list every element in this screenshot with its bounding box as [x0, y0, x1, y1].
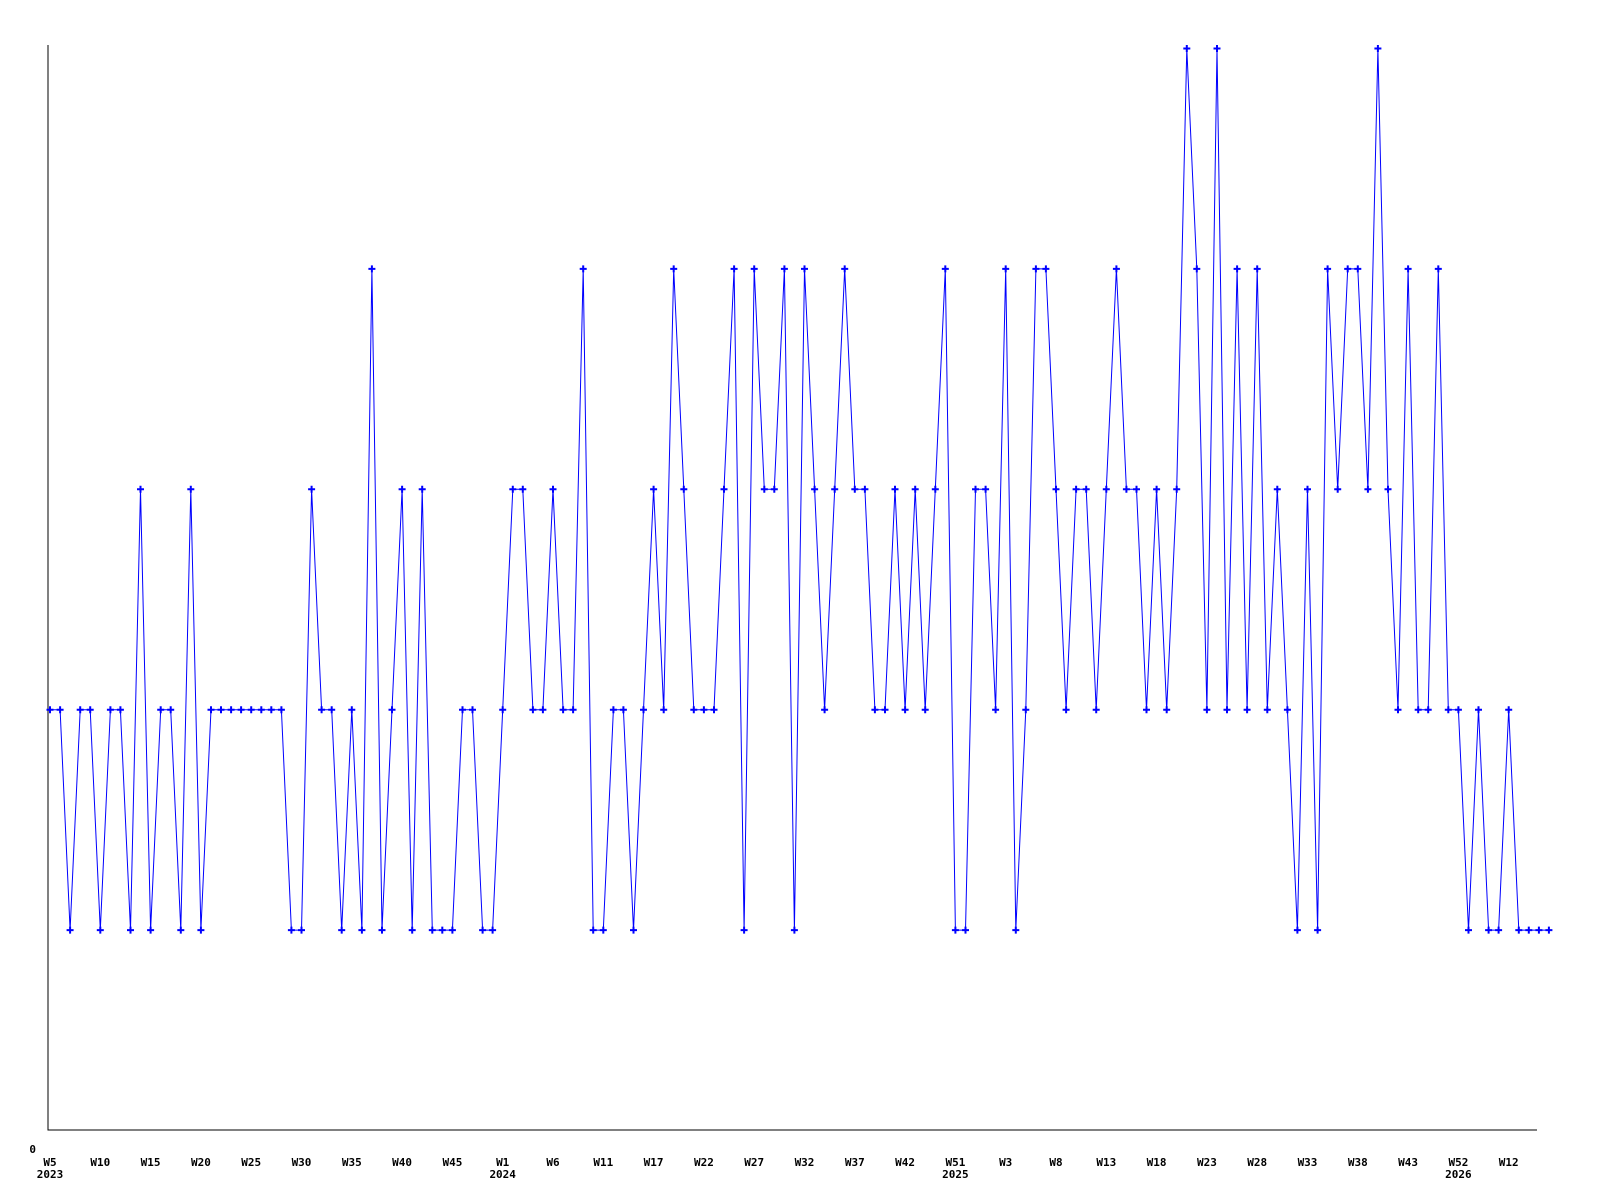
x-tick-week-label: W15: [141, 1156, 161, 1169]
axis-lines: [47, 45, 1537, 1131]
x-tick-year-label: 2026: [1445, 1168, 1472, 1181]
x-tick-week-label: W20: [191, 1156, 211, 1169]
x-tick-week-label: W13: [1096, 1156, 1116, 1169]
x-tick-year-label: 2023: [37, 1168, 64, 1181]
x-tick-week-label: W23: [1197, 1156, 1217, 1169]
x-tick-week-label: W18: [1147, 1156, 1167, 1169]
y-axis-zero-label: 0: [29, 1143, 36, 1156]
x-tick-week-label: W51: [945, 1156, 965, 1169]
x-tick-week-label: W27: [744, 1156, 764, 1169]
x-tick-week-label: W40: [392, 1156, 412, 1169]
x-tick-week-label: W38: [1348, 1156, 1368, 1169]
x-tick-week-label: W10: [90, 1156, 110, 1169]
x-tick-week-label: W52: [1448, 1156, 1468, 1169]
x-tick-week-label: W3: [999, 1156, 1012, 1169]
x-tick-week-label: W8: [1049, 1156, 1062, 1169]
x-tick-week-label: W5: [43, 1156, 56, 1169]
x-tick-week-label: W42: [895, 1156, 915, 1169]
x-tick-week-label: W43: [1398, 1156, 1418, 1169]
x-tick-week-label: W17: [644, 1156, 664, 1169]
data-series-markers: [46, 45, 1553, 934]
x-tick-week-label: W1: [496, 1156, 510, 1169]
x-tick-year-label: 2025: [942, 1168, 969, 1181]
x-tick-week-label: W28: [1247, 1156, 1267, 1169]
x-tick-week-label: W25: [241, 1156, 261, 1169]
x-tick-week-label: W6: [546, 1156, 560, 1169]
x-tick-week-label: W12: [1499, 1156, 1519, 1169]
x-tick-week-label: W45: [442, 1156, 462, 1169]
x-tick-week-label: W11: [593, 1156, 613, 1169]
x-tick-week-label: W37: [845, 1156, 865, 1169]
x-tick-week-label: W35: [342, 1156, 362, 1169]
x-tick-week-label: W33: [1298, 1156, 1318, 1169]
x-tick-week-label: W30: [292, 1156, 312, 1169]
data-series-line: [50, 48, 1549, 931]
x-tick-week-label: W32: [795, 1156, 815, 1169]
x-tick-week-label: W22: [694, 1156, 714, 1169]
x-tick-year-label: 2024: [489, 1168, 516, 1181]
